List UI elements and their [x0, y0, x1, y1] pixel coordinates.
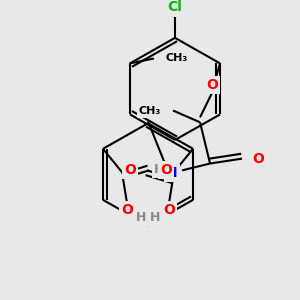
Text: O: O	[124, 164, 136, 177]
Text: H: H	[136, 211, 146, 224]
Text: N: N	[166, 166, 178, 180]
Text: O: O	[206, 78, 218, 92]
Text: H: H	[154, 163, 164, 176]
Text: O: O	[160, 164, 172, 177]
Text: H: H	[150, 211, 160, 224]
Text: CH₃: CH₃	[166, 53, 188, 64]
Text: O: O	[252, 152, 264, 166]
Text: O: O	[121, 203, 133, 217]
Text: Cl: Cl	[168, 0, 182, 14]
Text: O: O	[163, 203, 175, 217]
Text: CH₃: CH₃	[139, 106, 161, 116]
